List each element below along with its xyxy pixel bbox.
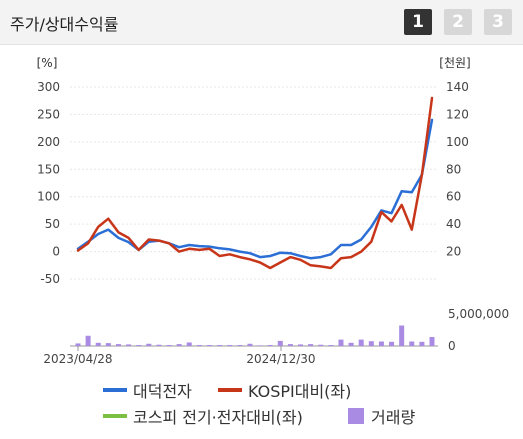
legend-item-kospi[interactable]: KOSPI대비(좌) — [218, 378, 351, 402]
chart-header: 주가/상대수익률 1 2 3 — [0, 0, 523, 45]
volume-bar — [318, 344, 324, 346]
right-tick-label: 80 — [446, 162, 461, 176]
volume-bar — [308, 344, 314, 346]
volume-bar — [85, 335, 91, 346]
right-tick-label: 120 — [446, 107, 469, 121]
series-line-0 — [76, 118, 434, 260]
legend-label-volume: 거래량 — [371, 408, 416, 427]
right-tick-label: 60 — [446, 190, 461, 204]
volume-bar — [328, 345, 334, 346]
series-lines — [76, 96, 434, 270]
chart-title: 주가/상대수익률 — [10, 15, 119, 34]
left-tick-label: 150 — [37, 162, 60, 176]
volume-axis-ticks: 5,000,000 0 — [448, 307, 509, 353]
left-axis-ticks: 300 250 200 150 100 50 0 -50 — [37, 80, 60, 286]
volume-bar — [105, 343, 111, 346]
right-tick-label: 140 — [446, 80, 469, 94]
volume-bar — [287, 344, 293, 346]
volume-bar — [206, 345, 212, 346]
volume-bar — [358, 339, 364, 346]
left-tick-label: 100 — [37, 190, 60, 204]
volume-bar — [267, 345, 273, 346]
right-tick-label: 100 — [446, 135, 469, 149]
volume-bar — [176, 344, 182, 346]
volume-bar — [75, 343, 81, 346]
legend-label-kospi-electric: 코스피 전기·전자대비(좌) — [133, 408, 303, 427]
right-tick-label: 20 — [446, 245, 461, 259]
volume-bar — [348, 342, 354, 346]
legend-item-volume[interactable]: 거래량 — [348, 404, 415, 428]
volume-bar — [429, 337, 435, 346]
volume-bar — [156, 344, 162, 346]
volume-bar — [136, 345, 142, 346]
right-tick-label: 40 — [446, 217, 461, 231]
legend-swatch-daeduck — [103, 388, 127, 392]
gridlines — [70, 86, 438, 280]
chart-legend: 대덕전자 KOSPI대비(좌) 코스피 전기·전자대비(좌) 거래량 — [0, 372, 523, 439]
volume-bar — [166, 345, 172, 346]
series-line-1 — [76, 96, 434, 270]
volume-bar — [399, 325, 405, 346]
left-tick-label: 300 — [37, 80, 60, 94]
volume-bar — [277, 340, 283, 346]
legend-label-kospi: KOSPI대비(좌) — [248, 382, 352, 401]
legend-label-daeduck: 대덕전자 — [133, 382, 192, 401]
volume-bar — [126, 344, 132, 346]
volume-bar — [247, 343, 253, 346]
right-axis-ticks: 140 120 100 80 60 40 20 — [446, 80, 469, 259]
left-tick-label: 0 — [52, 245, 60, 259]
volume-bar — [378, 341, 384, 346]
legend-item-kospi-electric[interactable]: 코스피 전기·전자대비(좌) — [103, 404, 303, 428]
tab-1[interactable]: 1 — [404, 9, 432, 35]
volume-bar — [389, 341, 395, 346]
volume-bars — [75, 325, 435, 346]
volume-bar — [257, 345, 263, 346]
legend-swatch-kospi-electric — [103, 414, 127, 418]
volume-bar — [338, 339, 344, 346]
legend-swatch-volume — [348, 408, 364, 424]
volume-bar — [186, 342, 192, 346]
legend-item-daeduck[interactable]: 대덕전자 — [103, 378, 192, 402]
volume-tick-label: 5,000,000 — [448, 307, 509, 321]
left-axis-unit: [%] — [37, 56, 58, 70]
left-tick-label: 50 — [45, 217, 60, 231]
left-tick-label: 250 — [37, 107, 60, 121]
volume-bar — [368, 341, 374, 346]
volume-bar — [95, 342, 101, 346]
x-label-end: 2024/12/30 — [246, 352, 315, 366]
tab-2[interactable]: 2 — [444, 9, 472, 35]
left-tick-label: 200 — [37, 135, 60, 149]
volume-bar — [146, 343, 152, 346]
volume-bar — [227, 345, 233, 346]
volume-bar — [419, 341, 425, 346]
volume-bar — [217, 345, 223, 346]
x-axis-labels: 2023/04/28 2024/12/30 — [43, 346, 316, 366]
tab-3[interactable]: 3 — [484, 9, 512, 35]
volume-bar — [237, 345, 243, 346]
left-tick-label: -50 — [40, 272, 60, 286]
right-axis-unit: [천원] — [439, 55, 470, 70]
volume-bar — [115, 344, 121, 346]
volume-bar — [196, 345, 202, 346]
volume-bar — [298, 344, 304, 346]
volume-tick-label: 0 — [448, 339, 456, 353]
legend-swatch-kospi — [218, 388, 242, 392]
x-label-start: 2023/04/28 — [43, 352, 112, 366]
volume-bar — [409, 341, 415, 346]
